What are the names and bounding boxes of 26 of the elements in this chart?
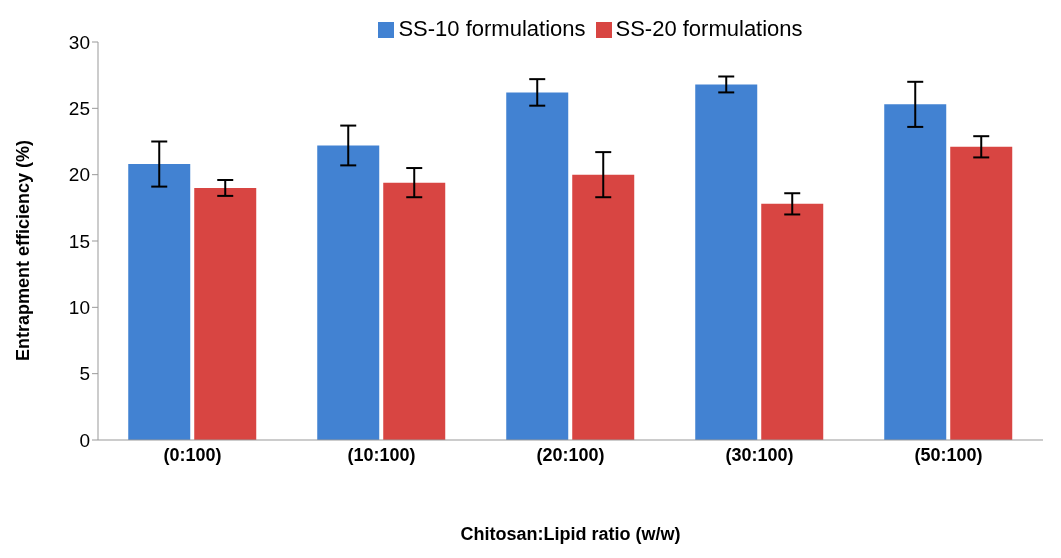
bar [761,203,824,440]
y-tick-label: 10 [68,297,90,319]
y-tick-label: 0 [79,429,90,451]
bar [506,92,569,440]
bar [950,146,1013,440]
bar [695,84,758,440]
x-tick-label: (10:100) [347,444,416,465]
y-tick-label: 20 [68,164,90,186]
x-axis-title: Chitosan:Lipid ratio (w/w) [460,524,681,544]
bar [572,174,635,440]
bar [194,187,257,440]
x-tick-label: (30:100) [725,444,794,465]
x-tick-label: (20:100) [536,444,605,465]
legend-label: SS-20 formulations [615,16,803,41]
y-tick-label: 5 [79,363,90,385]
y-tick-label: 30 [68,31,90,53]
bar [884,104,947,440]
legend-label: SS-10 formulations [398,16,586,41]
x-tick-label: (0:100) [163,444,222,465]
bar [128,164,191,440]
y-tick-label: 25 [68,98,90,120]
bar [383,182,446,440]
bar [317,145,380,440]
y-axis-title: Entrapment efficiency (%) [13,139,34,361]
x-tick-label: (50:100) [914,444,983,465]
y-tick-label: 15 [68,230,90,252]
